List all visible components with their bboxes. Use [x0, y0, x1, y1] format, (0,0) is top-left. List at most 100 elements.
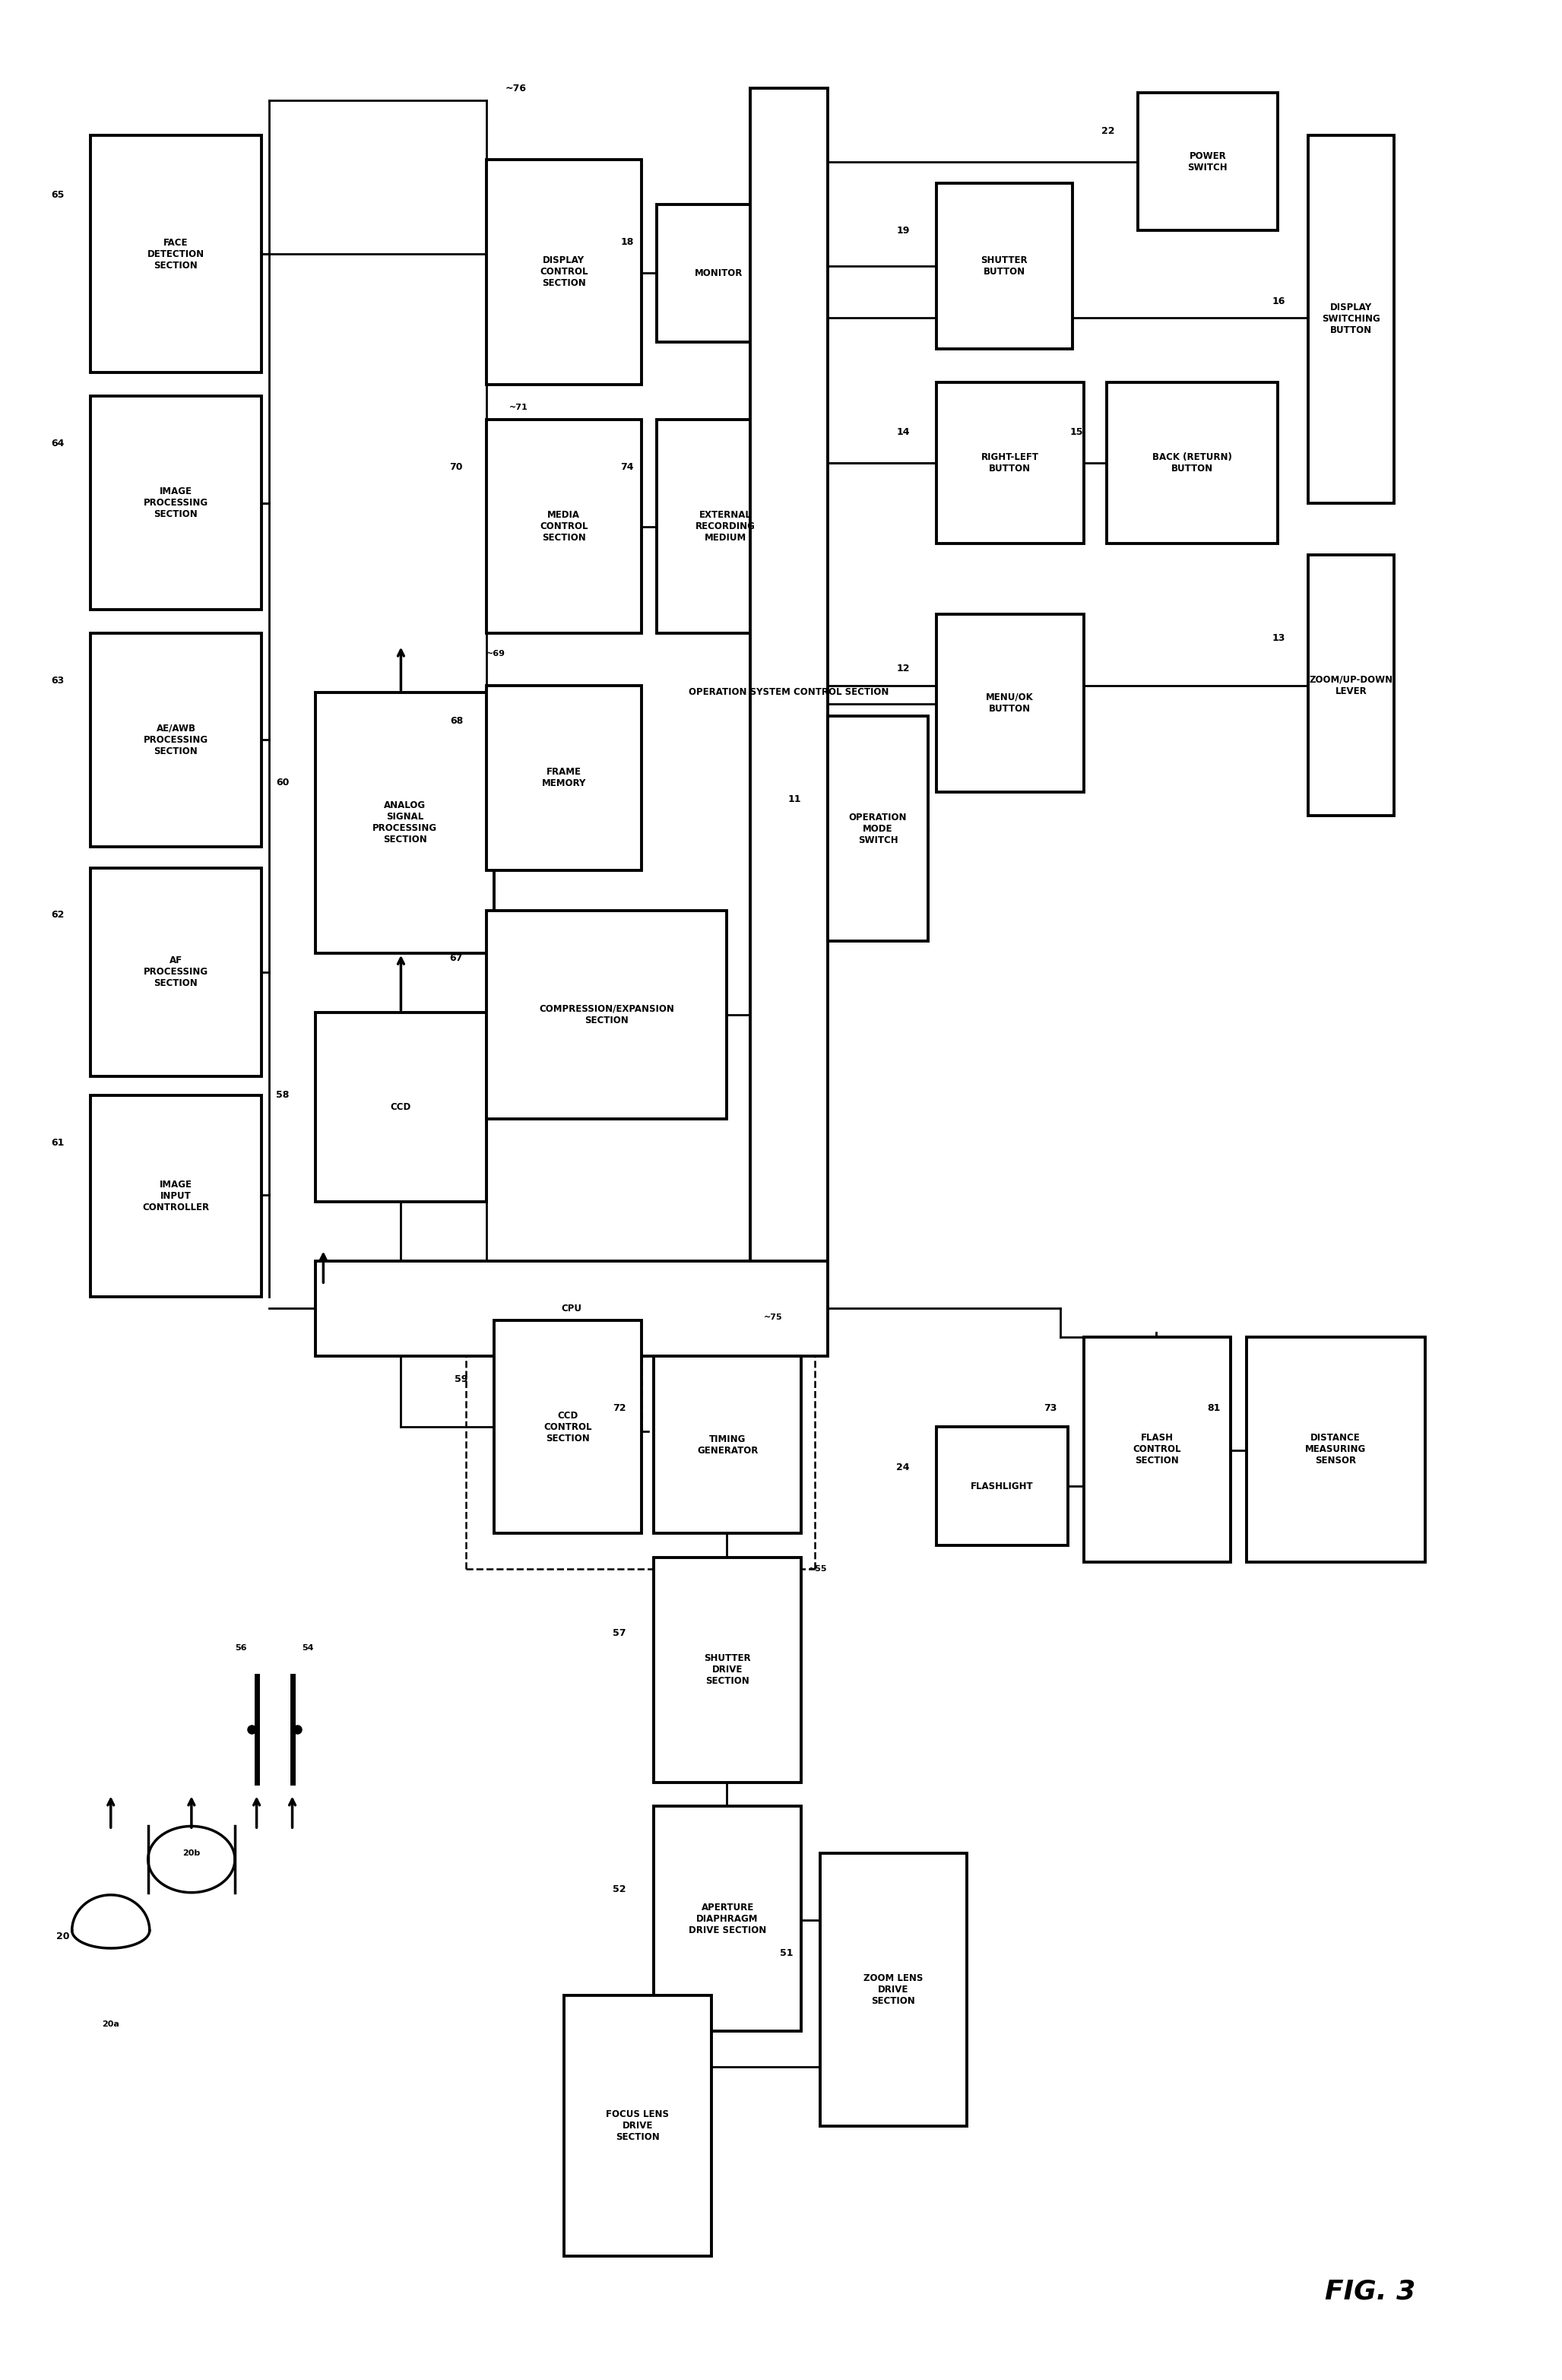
Text: 19: 19: [897, 226, 909, 236]
Bar: [936, 383, 1084, 543]
Text: SHUTTER
BUTTON: SHUTTER BUTTON: [981, 255, 1028, 276]
Bar: [1084, 1338, 1231, 1561]
Text: FACE
DETECTION
SECTION: FACE DETECTION SECTION: [147, 238, 205, 271]
Text: ~75: ~75: [764, 1314, 783, 1321]
Text: CPU: CPU: [561, 1304, 581, 1314]
Text: 56: 56: [236, 1645, 247, 1652]
Bar: [91, 1095, 261, 1297]
Text: APERTURE
DIAPHRAGM
DRIVE SECTION: APERTURE DIAPHRAGM DRIVE SECTION: [689, 1902, 767, 1935]
Bar: [654, 1557, 801, 1783]
Text: IMAGE
PROCESSING
SECTION: IMAGE PROCESSING SECTION: [144, 486, 208, 519]
Text: TIMING
GENERATOR: TIMING GENERATOR: [697, 1435, 758, 1454]
Text: POWER
SWITCH: POWER SWITCH: [1187, 150, 1228, 171]
Text: ZOOM LENS
DRIVE
SECTION: ZOOM LENS DRIVE SECTION: [864, 1973, 923, 2006]
Text: AE/AWB
PROCESSING
SECTION: AE/AWB PROCESSING SECTION: [144, 724, 208, 757]
Text: ZOOM/UP-DOWN
LEVER: ZOOM/UP-DOWN LEVER: [1309, 674, 1393, 695]
Text: 60: 60: [276, 778, 289, 788]
Bar: [654, 1357, 801, 1533]
Bar: [486, 685, 642, 871]
Text: 57: 57: [612, 1628, 626, 1637]
Text: 20: 20: [56, 1933, 69, 1942]
Text: 11: 11: [787, 795, 801, 804]
Bar: [936, 614, 1084, 793]
Text: 65: 65: [52, 190, 64, 200]
Text: DISPLAY
CONTROL
SECTION: DISPLAY CONTROL SECTION: [539, 255, 587, 288]
Bar: [820, 1854, 967, 2125]
Text: 62: 62: [52, 909, 64, 921]
Text: 22: 22: [1101, 126, 1115, 136]
Text: FLASH
CONTROL
SECTION: FLASH CONTROL SECTION: [1132, 1433, 1181, 1466]
Text: 74: 74: [620, 462, 634, 471]
Text: 12: 12: [897, 664, 909, 674]
Bar: [316, 1261, 828, 1357]
Text: COMPRESSION/EXPANSION
SECTION: COMPRESSION/EXPANSION SECTION: [539, 1004, 675, 1026]
Bar: [828, 716, 928, 940]
Text: FRAME
MEMORY: FRAME MEMORY: [542, 766, 586, 788]
Text: 58: 58: [276, 1090, 289, 1100]
Bar: [1107, 383, 1278, 543]
Text: EXTERNAL
RECORDING
MEDIUM: EXTERNAL RECORDING MEDIUM: [695, 509, 754, 543]
Text: AF
PROCESSING
SECTION: AF PROCESSING SECTION: [144, 957, 208, 988]
Text: 59: 59: [455, 1376, 467, 1385]
Text: RIGHT-LEFT
BUTTON: RIGHT-LEFT BUTTON: [981, 452, 1039, 474]
Bar: [936, 183, 1073, 350]
Text: BACK (RETURN)
BUTTON: BACK (RETURN) BUTTON: [1153, 452, 1232, 474]
Bar: [1309, 136, 1393, 502]
Text: 15: 15: [1070, 426, 1084, 436]
Bar: [316, 693, 494, 952]
Text: MENU/OK
BUTTON: MENU/OK BUTTON: [986, 693, 1034, 714]
Text: CCD: CCD: [390, 1102, 411, 1111]
Text: 63: 63: [52, 676, 64, 685]
Text: 70: 70: [450, 462, 462, 471]
Bar: [1309, 555, 1393, 816]
Text: MONITOR: MONITOR: [695, 269, 744, 278]
Text: MEDIA
CONTROL
SECTION: MEDIA CONTROL SECTION: [539, 509, 587, 543]
Text: 13: 13: [1271, 633, 1286, 643]
Text: 67: 67: [450, 952, 462, 964]
Text: ~71: ~71: [509, 402, 528, 412]
Text: 73: 73: [1043, 1404, 1057, 1414]
Text: IMAGE
INPUT
CONTROLLER: IMAGE INPUT CONTROLLER: [142, 1180, 209, 1211]
Text: 72: 72: [612, 1404, 626, 1414]
Bar: [91, 633, 261, 847]
Bar: [494, 1321, 642, 1533]
Text: 54: 54: [301, 1645, 314, 1652]
Text: SHUTTER
DRIVE
SECTION: SHUTTER DRIVE SECTION: [704, 1654, 751, 1685]
Text: 51: 51: [779, 1947, 793, 1959]
Text: OPERATION SYSTEM CONTROL SECTION: OPERATION SYSTEM CONTROL SECTION: [689, 688, 889, 697]
Text: 61: 61: [52, 1138, 64, 1147]
Bar: [91, 869, 261, 1076]
Bar: [564, 1994, 711, 2256]
Text: ANALOG
SIGNAL
PROCESSING
SECTION: ANALOG SIGNAL PROCESSING SECTION: [372, 800, 437, 845]
Text: FIG. 3: FIG. 3: [1325, 2280, 1415, 2304]
Bar: [1137, 93, 1278, 231]
Text: FOCUS LENS
DRIVE
SECTION: FOCUS LENS DRIVE SECTION: [606, 2109, 669, 2142]
Text: ~55: ~55: [809, 1566, 828, 1573]
Bar: [316, 1011, 486, 1202]
Bar: [91, 395, 261, 609]
Bar: [1246, 1338, 1425, 1561]
Bar: [750, 88, 828, 1297]
Text: ~69: ~69: [486, 650, 505, 657]
Text: ~76: ~76: [505, 83, 526, 93]
Text: 20b: 20b: [183, 1849, 200, 1856]
Bar: [486, 419, 642, 633]
Bar: [936, 1428, 1068, 1545]
Text: 64: 64: [52, 438, 64, 447]
Text: 24: 24: [897, 1461, 909, 1473]
Text: CCD
CONTROL
SECTION: CCD CONTROL SECTION: [544, 1411, 592, 1442]
Text: 68: 68: [450, 716, 462, 726]
Bar: [658, 419, 793, 633]
Text: 20a: 20a: [102, 2021, 119, 2028]
Bar: [91, 136, 261, 374]
Text: FLASHLIGHT: FLASHLIGHT: [970, 1480, 1034, 1492]
Text: 81: 81: [1207, 1404, 1220, 1414]
Text: 14: 14: [897, 426, 909, 436]
Text: DISTANCE
MEASURING
SENSOR: DISTANCE MEASURING SENSOR: [1306, 1433, 1367, 1466]
Bar: [654, 1806, 801, 2030]
Text: OPERATION
MODE
SWITCH: OPERATION MODE SWITCH: [848, 812, 908, 845]
Bar: [486, 912, 726, 1119]
Bar: [658, 205, 781, 343]
Text: 52: 52: [612, 1885, 626, 1894]
Bar: [486, 159, 642, 386]
